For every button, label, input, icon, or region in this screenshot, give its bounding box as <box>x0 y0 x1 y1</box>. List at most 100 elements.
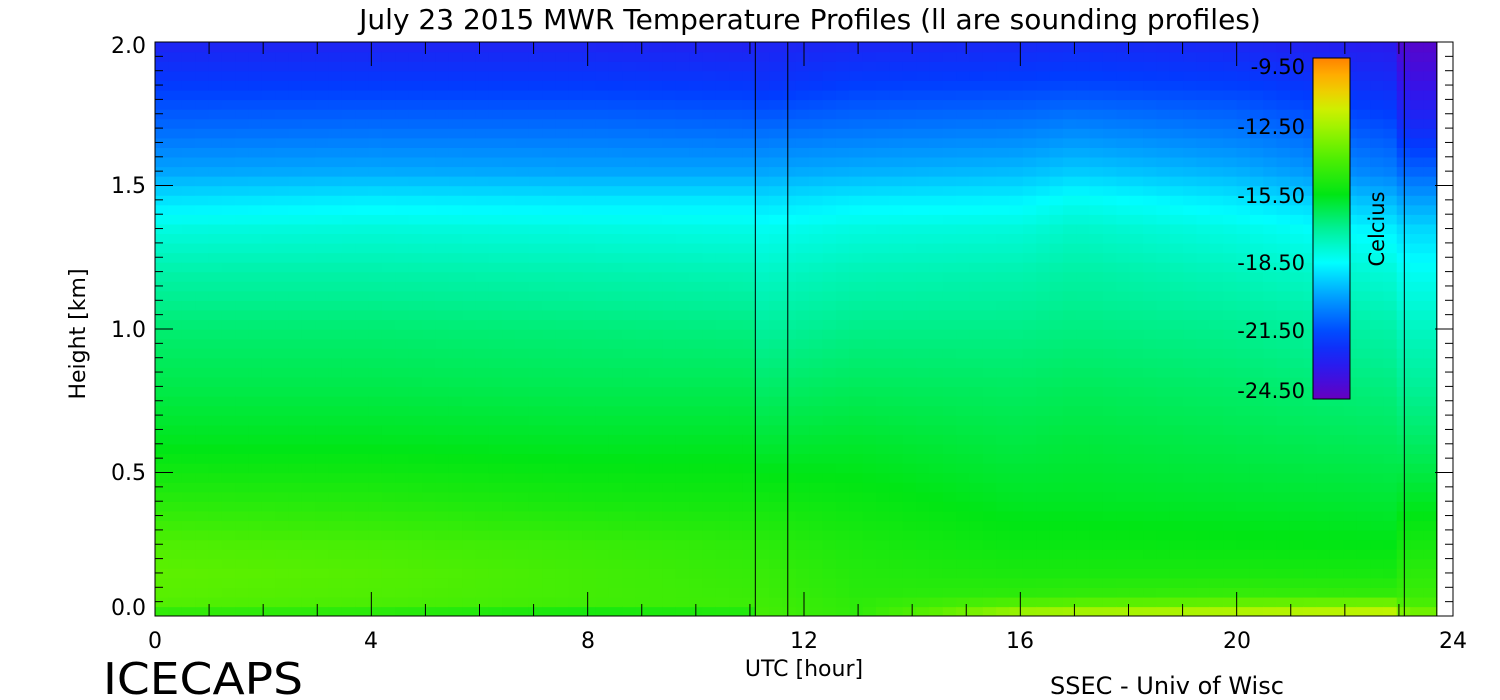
heatmap-cell <box>889 338 904 349</box>
heatmap-cell <box>248 319 263 330</box>
heatmap-cell <box>996 357 1011 368</box>
heatmap-cell <box>381 386 397 397</box>
heatmap-cell <box>475 549 490 560</box>
heatmap-cell <box>729 166 744 177</box>
heatmap-cell <box>515 214 530 225</box>
heatmap-cell <box>1263 568 1278 579</box>
heatmap-cell <box>1022 405 1037 416</box>
heatmap-cell <box>902 242 917 254</box>
heatmap-cell <box>862 376 877 388</box>
heatmap-cell <box>355 166 370 177</box>
heatmap-cell <box>555 472 570 483</box>
heatmap-cell <box>208 529 223 541</box>
heatmap-cell <box>408 539 423 550</box>
heatmap-cell <box>1116 195 1131 206</box>
heatmap-cell <box>368 262 383 273</box>
heatmap-cell <box>1223 309 1238 321</box>
heatmap-cell <box>1022 300 1037 311</box>
heatmap-cell <box>542 300 557 311</box>
heatmap-cell <box>1009 329 1024 340</box>
heatmap-cell <box>301 462 316 474</box>
heatmap-cell <box>902 300 917 311</box>
heatmap-cell <box>742 491 757 502</box>
heatmap-cell <box>502 520 517 531</box>
heatmap-cell <box>408 80 423 91</box>
heatmap-cell <box>608 357 624 368</box>
heatmap-cell <box>809 147 824 158</box>
heatmap-cell <box>675 70 690 81</box>
heatmap-cell <box>275 147 290 158</box>
heatmap-cell <box>742 415 757 426</box>
heatmap-cell <box>555 329 570 340</box>
heatmap-cell <box>301 577 316 588</box>
heatmap-cell <box>982 338 997 349</box>
heatmap-cell <box>982 252 997 263</box>
heatmap-cell <box>288 166 303 177</box>
heatmap-cell <box>849 233 864 244</box>
heatmap-cell <box>595 185 610 196</box>
heatmap-cell <box>969 453 984 464</box>
heatmap-cell <box>689 281 704 292</box>
heatmap-cell <box>315 510 330 522</box>
heatmap-cell <box>475 568 490 579</box>
heatmap-cell <box>702 415 717 426</box>
heatmap-cell <box>315 262 330 273</box>
heatmap-cell <box>662 415 677 426</box>
heatmap-cell <box>475 51 490 62</box>
heatmap-cell <box>649 558 664 569</box>
heatmap-cell <box>782 80 797 91</box>
heatmap-cell <box>422 434 437 445</box>
heatmap-cell <box>315 156 330 168</box>
heatmap-cell <box>929 338 944 349</box>
heatmap-cell <box>1049 166 1064 177</box>
heatmap-cell <box>381 262 397 273</box>
heatmap-cell <box>702 319 717 330</box>
heatmap-cell <box>1196 568 1211 579</box>
heatmap-cell <box>889 166 904 177</box>
heatmap-cell <box>849 195 864 206</box>
heatmap-cell <box>782 376 797 388</box>
heatmap-cell <box>635 204 650 215</box>
heatmap-cell <box>822 271 837 282</box>
heatmap-cell <box>876 539 891 550</box>
heatmap-cell <box>675 99 690 110</box>
heatmap-cell <box>916 472 931 483</box>
heatmap-cell <box>195 357 210 368</box>
heatmap-cell <box>462 300 477 311</box>
heatmap-cell <box>1143 223 1158 235</box>
heatmap-cell <box>889 204 904 215</box>
heatmap-cell <box>1116 596 1131 608</box>
heatmap-cell <box>849 606 864 616</box>
heatmap-cell <box>221 281 236 292</box>
heatmap-cell <box>435 453 450 464</box>
heatmap-cell <box>341 424 356 435</box>
heatmap-cell <box>248 482 263 493</box>
heatmap-cell <box>969 405 984 416</box>
heatmap-cell <box>982 558 997 569</box>
heatmap-cell <box>956 128 971 139</box>
heatmap-cell <box>1143 137 1158 148</box>
heatmap-cell <box>889 156 904 168</box>
heatmap-cell <box>1223 233 1238 244</box>
heatmap-cell <box>1076 185 1091 196</box>
heatmap-cell <box>595 242 610 254</box>
heatmap-cell <box>195 137 210 148</box>
heatmap-cell <box>275 233 290 244</box>
heatmap-cell <box>1089 137 1104 148</box>
heatmap-cell <box>261 443 276 455</box>
heatmap-cell <box>795 300 810 311</box>
heatmap-cell <box>235 501 250 512</box>
heatmap-cell <box>742 558 757 569</box>
heatmap-cell <box>916 596 931 608</box>
heatmap-cell <box>1049 89 1064 101</box>
heatmap-cell <box>168 290 183 301</box>
heatmap-cell <box>649 491 664 502</box>
heatmap-cell <box>835 262 850 273</box>
heatmap-cell <box>1036 309 1051 321</box>
heatmap-cell <box>582 89 597 101</box>
heatmap-cell <box>769 214 784 225</box>
heatmap-cell <box>248 195 263 206</box>
heatmap-cell <box>1036 520 1051 531</box>
heatmap-cell <box>1236 386 1251 397</box>
